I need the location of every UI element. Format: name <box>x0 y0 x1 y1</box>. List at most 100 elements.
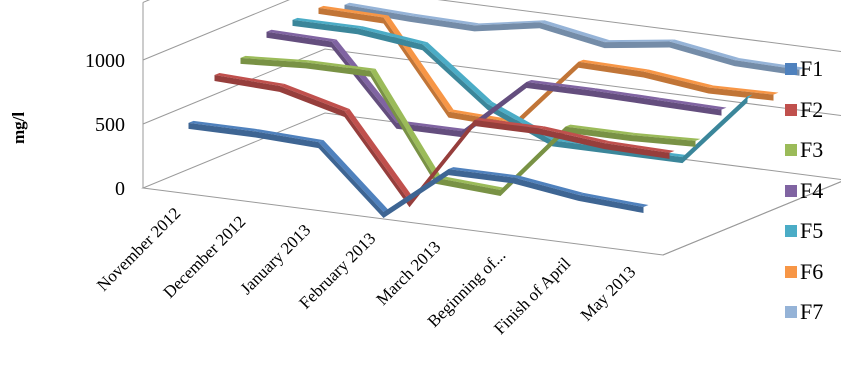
series-segment-top <box>344 108 415 202</box>
x-category-label: February 2013 <box>295 229 379 313</box>
series-segment-top <box>656 97 727 110</box>
series-segment-top <box>643 69 714 88</box>
series-segment-front <box>383 169 449 218</box>
series-segment-top <box>604 141 675 153</box>
series-segment-top <box>448 167 519 178</box>
series-f7 <box>344 2 805 76</box>
series-segment-top <box>357 26 428 45</box>
series-segment-front <box>279 85 345 117</box>
series-segment-top <box>604 39 675 43</box>
series-segment-top <box>266 29 337 42</box>
series-segment-top <box>305 60 376 71</box>
series-segment-top <box>565 124 636 136</box>
series-segment-top <box>526 79 597 91</box>
series-segment-front <box>656 99 722 116</box>
series-segment-front <box>708 87 774 101</box>
gridline <box>142 0 841 61</box>
series-segment-top <box>253 129 324 143</box>
series-segment-top <box>591 88 662 100</box>
legend-swatch <box>785 63 797 75</box>
series-segment-front <box>214 74 280 92</box>
series-segment-front <box>266 31 332 48</box>
series-segment-front <box>578 194 644 214</box>
y-tick-label: 0 <box>115 178 125 200</box>
legend-item-f3: F3 <box>785 138 823 162</box>
series-segment-front <box>682 96 748 164</box>
legend-swatch <box>785 225 797 237</box>
series-segment-front <box>357 28 423 51</box>
series-segment-front <box>305 62 371 77</box>
series-segment-top <box>539 126 610 144</box>
series-segment-top <box>292 17 363 29</box>
chart-series <box>188 2 805 218</box>
series-segment-front <box>370 70 436 184</box>
series-segment-top <box>422 42 493 104</box>
series-segment-front <box>474 120 540 135</box>
legend-item-f7: F7 <box>785 300 823 324</box>
series-f5 <box>292 17 753 164</box>
series-segment-front <box>292 19 358 35</box>
series-segment-front <box>669 41 735 67</box>
legend-label: F1 <box>800 56 824 81</box>
series-segment-front <box>565 126 631 142</box>
series-segment-top <box>396 120 467 132</box>
series-segment-front <box>539 128 605 150</box>
series-segment-front <box>318 142 384 218</box>
series-segment-front <box>331 41 397 129</box>
legend-label: F6 <box>800 258 824 284</box>
legend-item-f1: F1 <box>785 57 823 81</box>
legend-swatch <box>785 184 797 197</box>
series-segment-top <box>578 59 649 72</box>
series-segment-front <box>422 44 488 110</box>
series-segment-front <box>604 143 670 159</box>
legend-item-f6: F6 <box>785 258 824 284</box>
legend-swatch <box>785 103 797 116</box>
series-segment-top <box>188 120 259 132</box>
series-segment-front <box>474 22 540 32</box>
legend-swatch <box>785 306 797 318</box>
y-axis-ticks: 0 500 1000 <box>85 50 125 200</box>
series-segment-front <box>240 57 306 69</box>
series-segment-top <box>318 5 389 18</box>
x-category-label: January 2013 <box>236 220 314 298</box>
series-segment-top <box>409 13 480 26</box>
legend-item-f5: F5 <box>785 219 823 243</box>
series-segment-front <box>526 81 592 97</box>
series-segment-top <box>474 20 545 26</box>
legend-label: F7 <box>800 299 824 324</box>
series-segment-front <box>539 22 605 49</box>
series-segment-top <box>578 192 649 208</box>
series-segment-top <box>214 72 285 86</box>
series-segment-front <box>435 177 501 196</box>
series-segment-front <box>734 60 800 76</box>
series-segment-front <box>344 4 410 22</box>
series-segment-front <box>409 15 475 32</box>
legend-label: F2 <box>800 96 824 122</box>
series-segment-top <box>539 20 610 43</box>
legend-item-f4: F4 <box>785 177 824 203</box>
legend-label: F5 <box>800 218 824 243</box>
series-segment-front <box>344 110 410 208</box>
legend-swatch <box>785 144 797 156</box>
series-segment-front <box>513 61 579 129</box>
series-f2 <box>214 72 675 208</box>
x-category-label: Finish of April <box>490 254 574 338</box>
series-segment-top <box>435 175 506 190</box>
y-tick-label: 500 <box>95 114 125 136</box>
series-segment-top <box>669 39 740 61</box>
y-tick-label: 1000 <box>85 50 125 72</box>
series-segment-front <box>643 71 709 94</box>
series-segment-front <box>448 169 514 184</box>
legend-label: F4 <box>800 177 824 203</box>
series-segment-front <box>552 140 618 155</box>
series-segment-front <box>591 90 657 106</box>
legend-label: F3 <box>800 137 824 162</box>
series-segment-front <box>630 135 696 147</box>
legend-swatch <box>785 265 797 278</box>
y-axis-title: mg/l <box>9 112 28 144</box>
series-segment-front <box>253 131 319 149</box>
floor-right-edge <box>662 181 841 256</box>
series-segment-front <box>578 61 644 78</box>
x-category-label: March 2013 <box>372 237 444 309</box>
